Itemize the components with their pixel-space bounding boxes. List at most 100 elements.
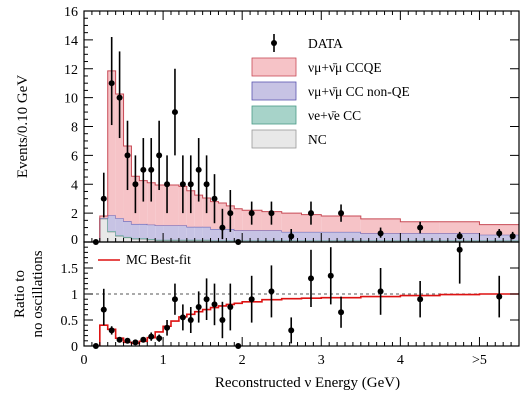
bar bbox=[147, 224, 156, 240]
legend-label: DATA bbox=[308, 36, 343, 51]
x-tick-label: 4 bbox=[397, 353, 404, 368]
bar bbox=[261, 230, 282, 241]
legend-marker bbox=[271, 40, 277, 46]
bar bbox=[155, 184, 164, 226]
data-point bbox=[132, 181, 139, 188]
ratio-point bbox=[307, 275, 314, 282]
ratio-point bbox=[164, 324, 171, 331]
data-point bbox=[116, 94, 123, 101]
y-tick-label: 16 bbox=[64, 5, 78, 20]
ratio-y-tick-label: 1.5 bbox=[61, 262, 79, 277]
bar bbox=[226, 229, 235, 241]
y-tick-label: 4 bbox=[71, 178, 78, 193]
data-point bbox=[338, 210, 345, 217]
bar bbox=[360, 218, 401, 234]
bar bbox=[202, 240, 211, 242]
bar bbox=[281, 213, 302, 232]
data-point bbox=[288, 233, 295, 240]
data-point bbox=[456, 233, 463, 240]
ratio-point bbox=[327, 272, 334, 279]
x-tick-label: 3 bbox=[318, 353, 325, 368]
data-point bbox=[187, 181, 194, 188]
bar bbox=[178, 240, 187, 242]
bar bbox=[131, 239, 140, 242]
legend-label: νμ+ν̄μ CC non-QE bbox=[308, 84, 410, 99]
data-point bbox=[140, 166, 147, 173]
y-tick-label: 10 bbox=[64, 92, 78, 107]
bar bbox=[234, 230, 243, 241]
data-point bbox=[195, 166, 202, 173]
legend-swatch bbox=[251, 57, 297, 77]
x-tick-label: >5 bbox=[472, 353, 487, 368]
ratio-point bbox=[171, 296, 178, 303]
bar bbox=[107, 70, 116, 216]
legend-item-nonqe: νμ+ν̄μ CC non-QE bbox=[251, 81, 410, 101]
bar bbox=[210, 229, 219, 241]
bar bbox=[163, 225, 171, 240]
bar bbox=[321, 231, 361, 241]
bar bbox=[115, 94, 124, 219]
bar bbox=[186, 240, 195, 242]
data-point bbox=[227, 210, 234, 217]
bar bbox=[400, 233, 440, 241]
legend-label: νμ+ν̄μ CCQE bbox=[308, 60, 382, 75]
ratio-point bbox=[248, 296, 255, 303]
ratio-point bbox=[187, 317, 194, 323]
legend-swatch bbox=[251, 81, 297, 101]
data-point bbox=[417, 224, 424, 231]
bar bbox=[139, 239, 148, 242]
top-y-axis-label: Events/0.10 GeV bbox=[15, 75, 31, 178]
data-point bbox=[108, 80, 115, 87]
bar bbox=[171, 225, 179, 240]
legend-swatch bbox=[251, 129, 297, 149]
bar bbox=[178, 225, 187, 240]
bar bbox=[99, 218, 108, 242]
ratio-point bbox=[108, 327, 115, 334]
bar bbox=[301, 231, 322, 241]
ratio-point bbox=[496, 293, 503, 300]
ratio-point bbox=[227, 304, 234, 310]
bar bbox=[163, 240, 171, 242]
legend-item-data: DATA bbox=[271, 34, 343, 52]
ratio-point bbox=[268, 288, 275, 295]
bar bbox=[202, 226, 211, 240]
bar bbox=[194, 240, 203, 242]
best-fit-legend: MC Best-fit bbox=[98, 252, 191, 267]
bar bbox=[194, 226, 203, 240]
y-tick-label: 0 bbox=[71, 233, 78, 248]
bar bbox=[147, 239, 156, 242]
ratio-point bbox=[116, 336, 123, 343]
bottom-y-axis-label: Ratio to no oscillations bbox=[12, 250, 46, 337]
y-tick-label: 2 bbox=[71, 207, 78, 222]
bar bbox=[131, 223, 140, 239]
bottom-panel: 0 0.5 1 1.5 0 1 2 3 4 >5 MC Best-fit Ratio to no o… bbox=[12, 241, 520, 391]
data-point bbox=[171, 109, 178, 116]
data-point bbox=[307, 210, 314, 217]
legend-swatch bbox=[251, 105, 297, 125]
ratio-y-tick-label: 1 bbox=[71, 288, 78, 303]
ratio-point bbox=[195, 304, 202, 310]
bar bbox=[234, 208, 243, 231]
best-fit-legend-label: MC Best-fit bbox=[126, 252, 191, 267]
data-point bbox=[377, 230, 384, 237]
data-point bbox=[156, 152, 163, 159]
bottom-plot-frame bbox=[83, 241, 520, 347]
data-point bbox=[509, 233, 516, 240]
bar bbox=[147, 182, 156, 225]
ratio-point bbox=[288, 327, 295, 334]
bar bbox=[123, 237, 132, 242]
data-point bbox=[268, 210, 275, 217]
ratio-point bbox=[148, 333, 155, 340]
bar bbox=[139, 223, 148, 239]
ratio-data-points bbox=[92, 242, 503, 349]
legend-item-nc: NC bbox=[251, 129, 327, 149]
ratio-point bbox=[211, 301, 218, 308]
stacked-histogram bbox=[99, 70, 519, 242]
legend-label: NC bbox=[308, 132, 327, 147]
data-point bbox=[248, 210, 255, 217]
bar bbox=[194, 195, 203, 227]
x-tick-label: 1 bbox=[160, 353, 167, 368]
ratio-point bbox=[219, 317, 226, 323]
y-tick-label: 8 bbox=[71, 121, 78, 136]
